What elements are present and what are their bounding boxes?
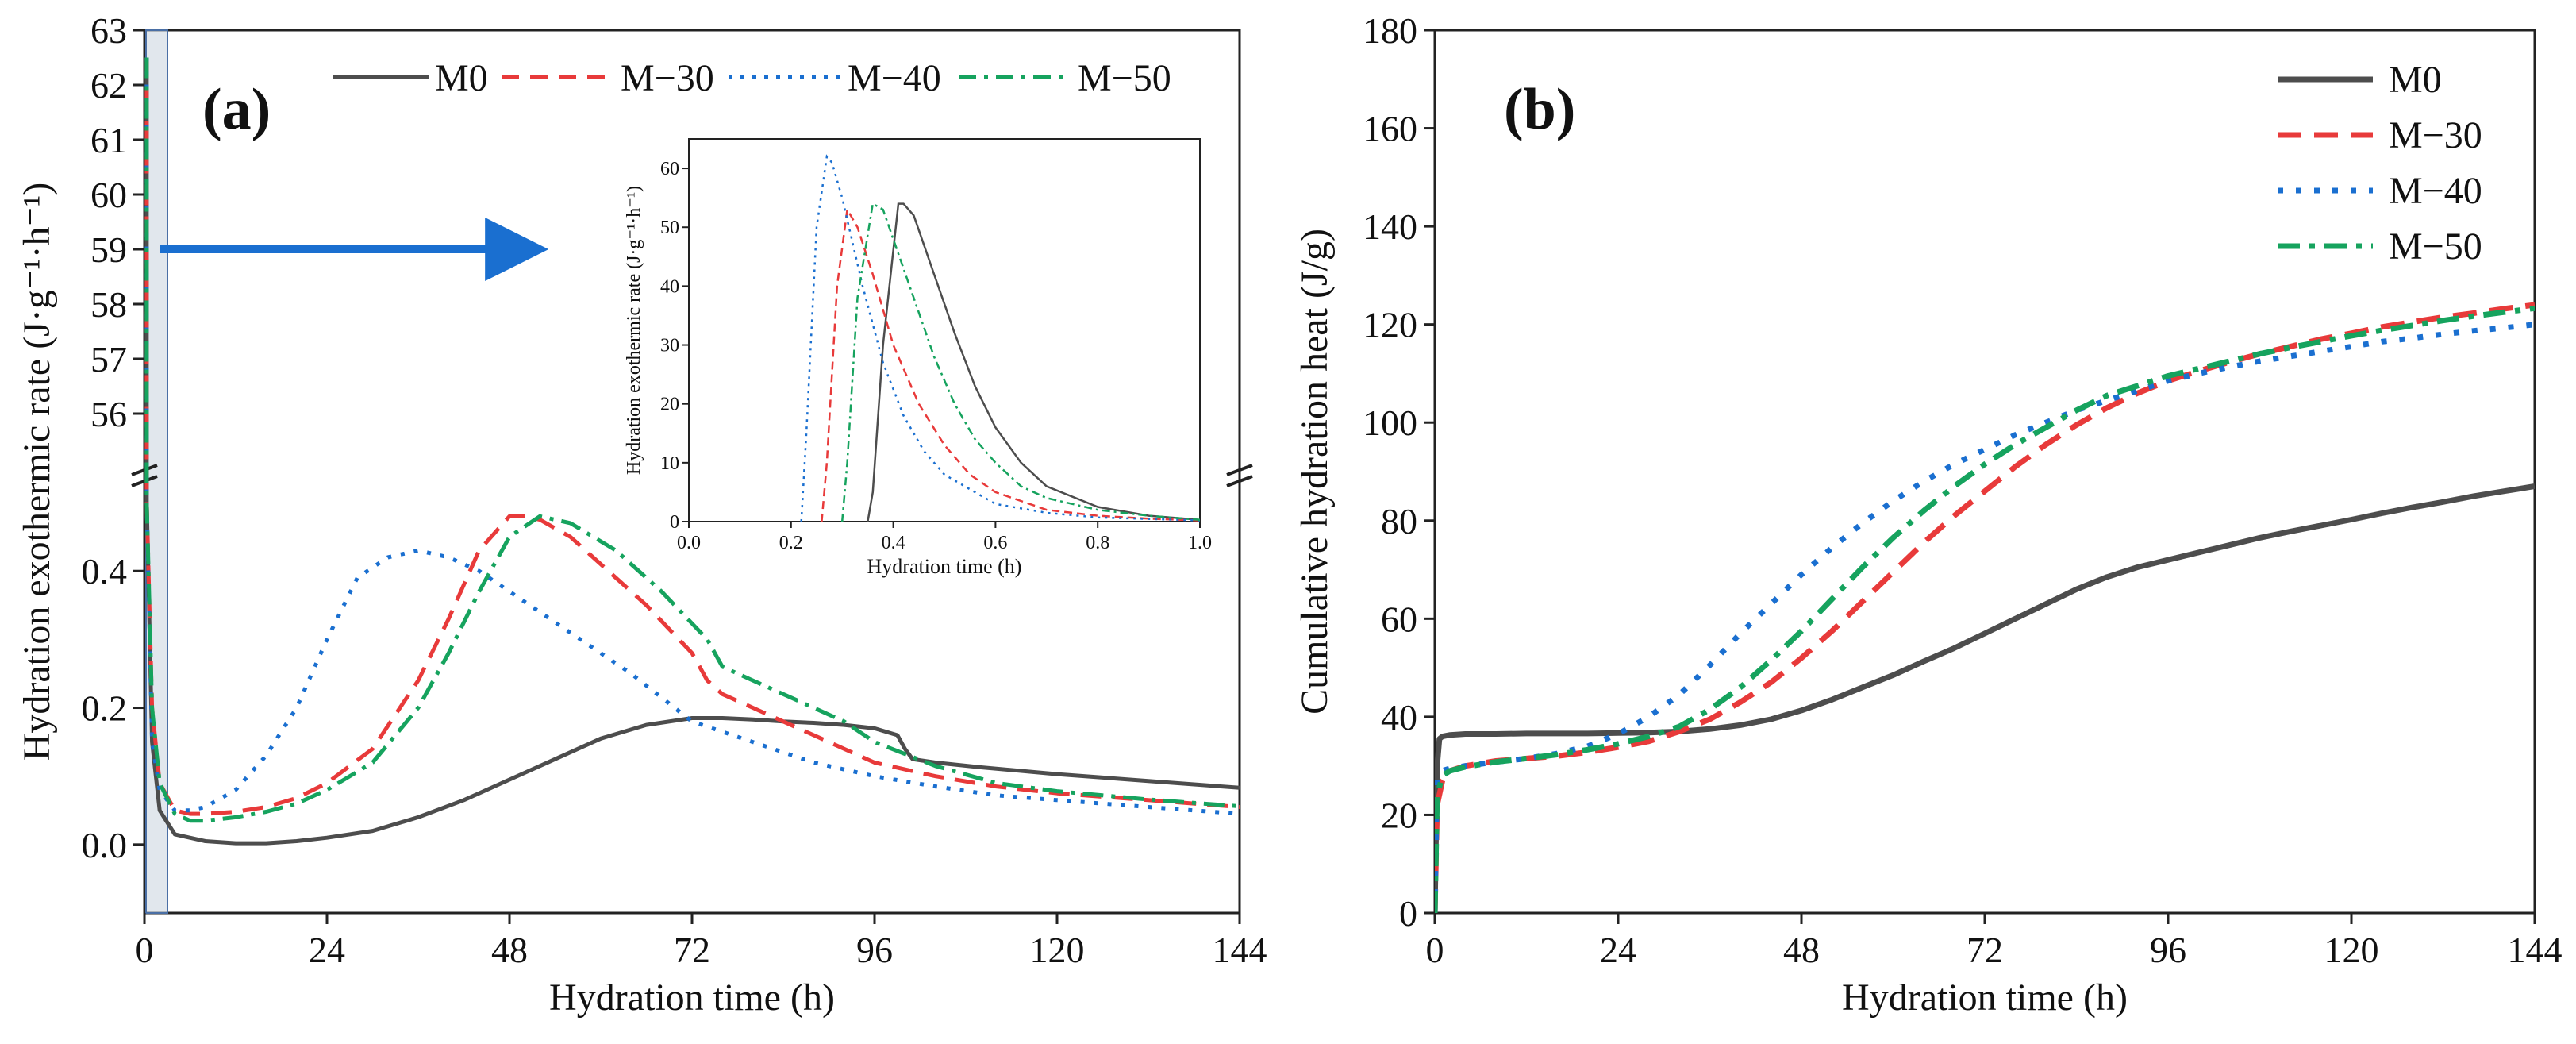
a-ytick-up-label-3: 59: [90, 229, 127, 270]
axis-break-left: [131, 464, 158, 487]
panel-b-series: [1435, 302, 2535, 913]
legend-b-item-m50: M−50: [2278, 225, 2482, 268]
panel-b-ticks: 0 24 48 72 96 120 144 0 20 40 60 80 100 120 140 160 180: [1363, 10, 2563, 970]
a-ytick-up-label-4: 60: [90, 175, 127, 215]
a-series-m50: [144, 57, 1240, 823]
panel-b-legend: M0 M−30 M−40 M−50: [2278, 59, 2482, 268]
panel-a-ylabel: Hydration exothermic rate (J·g⁻¹·h⁻¹): [16, 183, 58, 761]
inset-ytick-label-0: 0: [670, 512, 679, 533]
b-xtick-label-2: 48: [1783, 930, 1820, 970]
b-ytick-label-9: 180: [1363, 10, 1417, 51]
legend-label-m0: M0: [435, 57, 488, 99]
b-ytick-label-5: 100: [1363, 403, 1417, 443]
a-ytick-up-label-2: 58: [90, 284, 127, 325]
legend-b-label-m40: M−40: [2389, 170, 2482, 212]
a-ytick-up-label-7: 63: [90, 10, 127, 51]
inset-series-m40: [800, 154, 1200, 522]
panel-a-xlabel: Hydration time (h): [549, 977, 835, 1019]
legend-b-item-m40: M−40: [2278, 170, 2482, 212]
b-series-m50: [1435, 305, 2535, 913]
a-xtick-label-1: 24: [309, 930, 345, 970]
panel-b: 0 24 48 72 96 120 144020406080100120140160180 …: [1294, 10, 2563, 1019]
panel-b-frame: [1433, 29, 2536, 915]
panel-a-legend: M0 M−30 M−40 M−50: [333, 57, 1171, 99]
legend-b-item-m30: M−30: [2278, 114, 2482, 156]
inset-xlabel: Hydration time (h): [867, 555, 1022, 578]
inset-frame: [688, 138, 1201, 522]
inset-series: [800, 154, 1200, 522]
inset-ytick-label-1: 10: [660, 453, 679, 474]
a-xtick-label-3: 72: [674, 930, 710, 970]
b-xtick-label-0: 0: [1426, 930, 1444, 970]
b-ytick-label-0: 0: [1399, 893, 1417, 934]
a-ytick-up-label-5: 61: [90, 120, 127, 160]
inset-xtick-label-0: 0.0: [677, 533, 701, 553]
inset-ticks: 0.0 0.2 0.4 0.6 0.8 1.0 0 10 20 30 40 50 60: [660, 159, 1212, 553]
b-series-m0: [1435, 483, 2535, 913]
a-xtick-label-0: 0: [136, 930, 154, 970]
panel-a-label: (a): [202, 77, 271, 142]
panel-a: 0 24 48 72 96 120 144 0.0 0.2 0.4 56 57 58 59 60 61 62 63…: [16, 10, 1267, 1019]
b-series-m40: [1435, 322, 2535, 913]
inset-xtick-label-2: 0.4: [882, 533, 905, 553]
inset-ylabel: Hydration exothermic rate (J·g⁻¹·h⁻¹): [624, 186, 644, 475]
axis-break-right: [1226, 464, 1253, 487]
panel-b-label: (b): [1504, 77, 1575, 142]
b-ytick-label-8: 160: [1363, 109, 1417, 149]
b-xtick-label-3: 72: [1967, 930, 2003, 970]
b-xtick-label-5: 120: [2324, 930, 2379, 970]
panel-a-series: [144, 57, 1240, 846]
inset-ytick-label-6: 60: [660, 159, 679, 179]
legend-label-m40: M−40: [848, 57, 941, 99]
legend-b-label-m0: M0: [2389, 59, 2442, 101]
legend-item-m40: M−40: [729, 57, 941, 99]
panel-b-xlabel: Hydration time (h): [1842, 977, 2128, 1019]
inset-series-m0: [867, 202, 1200, 522]
legend-b-label-m50: M−50: [2389, 225, 2482, 268]
panel-a-ticks: 0 24 48 72 96 120 144 0.0 0.2 0.4 56 57 58 59 60 61 62 63: [82, 10, 1267, 970]
a-xtick-label-6: 144: [1213, 930, 1267, 970]
legend-label-m50: M−50: [1078, 57, 1171, 99]
legend-item-m50: M−50: [959, 57, 1171, 99]
a-ytick-up-label-1: 57: [90, 339, 127, 379]
b-xtick-label-6: 144: [2508, 930, 2563, 970]
b-ytick-label-7: 140: [1363, 206, 1417, 247]
a-ytick-low-label-1: 0.2: [82, 688, 128, 729]
a-series-m0: [144, 57, 1240, 846]
inset-xtick-label-5: 1.0: [1188, 533, 1212, 553]
a-ytick-up-label-6: 62: [90, 65, 127, 106]
inset-series-m50: [840, 202, 1200, 522]
a-ytick-low-label-2: 0.4: [82, 551, 128, 591]
a-series-m30: [144, 57, 1240, 816]
inset-xtick-label-1: 0.2: [779, 533, 803, 553]
b-ytick-label-2: 40: [1381, 697, 1417, 738]
b-xtick-label-4: 96: [2150, 930, 2186, 970]
legend-item-m30: M−30: [502, 57, 714, 99]
inset-chart: 0.0 0.2 0.4 0.6 0.8 1.0 0 10 20 30 40 50 60 Hydratio…: [624, 138, 1212, 578]
legend-b-label-m30: M−30: [2389, 114, 2482, 156]
inset-xtick-label-4: 0.8: [1086, 533, 1109, 553]
b-ytick-label-3: 60: [1381, 599, 1417, 639]
a-xtick-label-5: 120: [1030, 930, 1085, 970]
inset-series-m30: [821, 206, 1200, 522]
a-xtick-label-2: 48: [491, 930, 528, 970]
legend-item-m0: M0: [333, 57, 488, 99]
panel-b-ylabel: Cumulative hydration heat (J/g): [1294, 229, 1336, 715]
inset-ytick-label-4: 40: [660, 276, 679, 297]
inset-xtick-label-3: 0.6: [983, 533, 1007, 553]
legend-label-m30: M−30: [621, 57, 714, 99]
b-ytick-label-6: 120: [1363, 305, 1417, 345]
b-ytick-label-1: 20: [1381, 795, 1417, 835]
b-series-m30: [1435, 302, 2535, 913]
a-xtick-label-4: 96: [856, 930, 893, 970]
inset-ytick-label-2: 20: [660, 395, 679, 415]
b-ytick-label-4: 80: [1381, 501, 1417, 541]
a-ytick-up-label-0: 56: [90, 394, 127, 434]
b-xtick-label-1: 24: [1600, 930, 1636, 970]
a-ytick-low-label-0: 0.0: [82, 825, 128, 865]
inset-ytick-label-3: 30: [660, 336, 679, 356]
inset-ytick-label-5: 50: [660, 218, 679, 238]
legend-b-item-m0: M0: [2278, 59, 2442, 101]
